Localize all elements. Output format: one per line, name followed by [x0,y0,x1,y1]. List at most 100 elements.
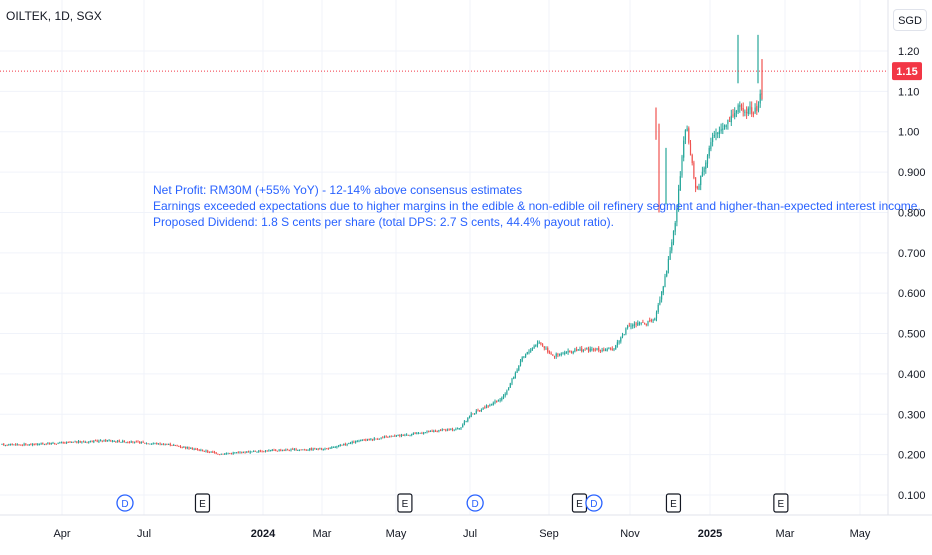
candle [589,346,591,353]
y-tick-label: 0.700 [898,248,926,260]
candle [118,439,120,443]
annotation-line: Net Profit: RM30M (+55% YoY) - 12-14% ab… [153,183,522,197]
dividend-event-marker[interactable]: D [585,494,603,512]
candle [220,453,222,455]
candle [81,441,83,444]
candle [484,405,486,409]
candle [394,434,396,437]
candle [341,444,343,446]
earnings-event-marker[interactable]: E [571,493,588,513]
earnings-event-marker[interactable]: E [665,493,682,513]
candle [113,440,115,442]
candle [83,440,85,443]
candle [496,400,498,403]
candle [331,446,333,449]
y-tick-label: 0.300 [898,409,926,421]
candle [295,447,297,451]
candle [674,220,676,236]
candle [202,449,204,452]
candle [610,347,612,351]
candle [37,443,39,446]
candle [179,445,182,449]
candle [33,443,35,446]
candle [258,450,260,453]
candle [128,441,131,444]
candle [380,437,382,440]
candle [327,447,329,450]
earnings-event-marker[interactable]: E [194,493,211,513]
candle [115,440,117,443]
candle [691,153,693,166]
candle [547,346,549,354]
candle [462,423,464,428]
candle [664,273,666,288]
candle [154,442,156,445]
candle [64,441,66,444]
candle [319,447,321,450]
candle [249,450,251,454]
candle [654,317,656,321]
candle [45,443,47,446]
candle [217,453,219,455]
candle [637,320,639,327]
candle [700,175,702,191]
candle [144,442,146,444]
candle [278,449,280,452]
candle [47,442,49,445]
candle [18,443,20,446]
candle [309,447,311,452]
candle [436,430,438,433]
x-tick-label: Jul [137,528,151,540]
earnings-event-marker[interactable]: E [397,493,413,513]
candle [151,443,153,445]
y-tick-label: 1.20 [898,46,919,58]
candle [324,447,326,451]
candle [137,440,139,443]
candle [472,413,474,415]
candle [193,447,195,451]
candle [105,438,107,443]
candle [368,438,370,441]
candle [533,344,535,349]
currency-button[interactable]: SGD [893,9,927,31]
y-tick-label: 0.800 [898,207,926,219]
candle [740,103,743,111]
candle [334,446,336,449]
x-tick-label: Apr [53,528,70,540]
candle [477,408,479,412]
candle [339,443,341,447]
candle [43,443,46,446]
y-tick-label: 0.500 [898,329,926,341]
candle [232,451,234,455]
y-axis[interactable]: 0.100 0.200 0.300 0.400 0.500 0.600 0.700 0.800… [892,46,926,502]
candle [35,442,37,446]
candle [584,347,586,351]
candle [88,441,90,444]
candle [688,126,690,145]
candle [661,291,663,303]
candle [390,435,392,438]
candle [701,166,703,177]
candle [389,435,391,438]
dividend-event-marker[interactable]: D [116,494,134,512]
candle [542,343,544,347]
candle [404,433,406,437]
candle [686,125,688,132]
candle [186,446,188,450]
candle [511,377,513,386]
candle [349,441,352,445]
candle [548,350,550,355]
candle [210,451,212,453]
candle [173,443,175,446]
candle [132,441,134,444]
earnings-event-marker[interactable]: E [773,493,789,513]
dividend-event-marker[interactable]: D [466,494,484,512]
x-axis[interactable]: Apr Jul 2024 Mar May Jul Sep Nov 2025 Mar May [53,528,870,540]
candle [564,350,566,356]
candle [525,353,527,359]
candle [751,101,753,118]
candle [618,340,620,345]
candle [630,323,632,330]
